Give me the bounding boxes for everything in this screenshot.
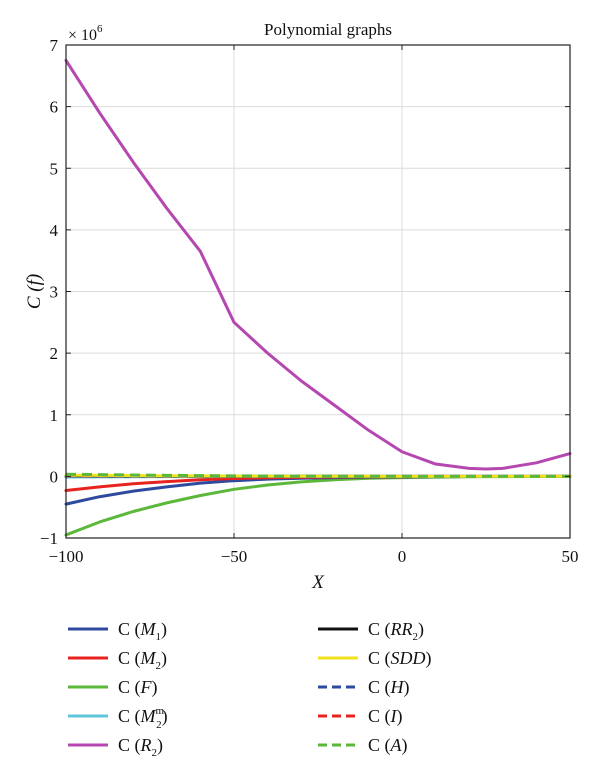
series-line-SDD — [64, 473, 572, 478]
legend-main: H — [390, 677, 405, 697]
series-line-R2 — [64, 58, 572, 471]
legend-main: I — [390, 706, 398, 726]
legend-prefix: C ( — [368, 677, 391, 698]
legend-label: C (M1) — [118, 619, 167, 643]
legend-suffix: ) — [426, 648, 432, 669]
y-tick-label: −1 — [40, 529, 58, 548]
x-axis-label: X — [311, 572, 325, 593]
legend-item-H: C (H) — [318, 677, 410, 698]
legend-prefix: C ( — [368, 706, 391, 727]
x-tick-label: 0 — [398, 547, 407, 566]
legend-suffix: ) — [161, 619, 167, 640]
legend-sup: m — [156, 705, 165, 717]
series-lines — [64, 58, 572, 537]
y-tick-label: 7 — [50, 36, 59, 55]
y-tick-label: 6 — [50, 98, 59, 117]
legend: C (M1)C (M2)C (F)C (Mm 2)C (R2)C (RR2)C (… — [68, 619, 432, 759]
legend-main: M — [140, 706, 157, 726]
legend-sub: 2 — [413, 631, 419, 643]
legend-item-F: C (F) — [68, 677, 158, 698]
legend-item-M1: C (M1) — [68, 619, 167, 643]
legend-sub: 1 — [156, 631, 162, 643]
y-axis-label: C (f) — [24, 274, 45, 309]
y-tick-label: 0 — [50, 467, 59, 486]
legend-item-R2: C (R2) — [68, 735, 163, 759]
y-multiplier-base: × 10 — [68, 27, 97, 44]
legend-suffix: ) — [397, 706, 403, 727]
legend-item-M2m: C (Mm 2) — [68, 705, 168, 731]
legend-prefix: C ( — [118, 706, 141, 727]
legend-prefix: C ( — [368, 648, 391, 669]
axis-ticks: −100 −50 0 50 −1 0 1 2 3 4 5 6 7 — [40, 36, 579, 566]
legend-suffix: ) — [418, 619, 424, 640]
y-multiplier-exponent: 6 — [97, 23, 103, 35]
legend-suffix: ) — [404, 677, 410, 698]
legend-sub: 2 — [156, 660, 162, 672]
legend-prefix: C ( — [118, 648, 141, 669]
x-tick-label: −100 — [48, 547, 83, 566]
y-tick-label: 3 — [50, 283, 59, 302]
legend-prefix: C ( — [368, 735, 391, 756]
chart-title: Polynomial graphs — [264, 20, 392, 39]
legend-item-A: C (A) — [318, 735, 408, 756]
legend-item-M2: C (M2) — [68, 648, 167, 672]
legend-suffix: ) — [157, 735, 163, 756]
legend-label: C (R2) — [118, 735, 163, 759]
legend-item-SDD: C (SDD) — [318, 648, 432, 669]
legend-label: C (I) — [368, 706, 403, 727]
legend-main: M — [140, 619, 157, 639]
legend-suffix: ) — [161, 648, 167, 669]
legend-prefix: C ( — [368, 619, 391, 640]
series-line-A — [65, 472, 570, 478]
legend-prefix: C ( — [118, 619, 141, 640]
legend-item-I: C (I) — [318, 706, 403, 727]
y-tick-label: 2 — [50, 344, 59, 363]
legend-label: C (RR2) — [368, 619, 424, 643]
legend-main: R — [140, 735, 152, 755]
x-tick-label: −50 — [221, 547, 248, 566]
y-tick-label: 5 — [50, 159, 59, 178]
legend-label: C (Mm 2) — [118, 705, 168, 731]
legend-prefix: C ( — [118, 735, 141, 756]
legend-sub: 2 — [156, 719, 162, 731]
y-tick-label: 1 — [50, 406, 59, 425]
legend-main: F — [140, 677, 153, 697]
legend-item-RR2: C (RR2) — [318, 619, 424, 643]
legend-sub: 2 — [152, 747, 158, 759]
legend-label: C (F) — [118, 677, 158, 698]
legend-suffix: ) — [402, 735, 408, 756]
legend-main: M — [140, 648, 157, 668]
y-tick-label: 4 — [50, 221, 59, 240]
legend-label: C (A) — [368, 735, 408, 756]
legend-main: RR — [390, 619, 413, 639]
legend-label: C (SDD) — [368, 648, 432, 669]
legend-label: C (M2) — [118, 648, 167, 672]
legend-suffix: ) — [152, 677, 158, 698]
legend-main: SDD — [391, 648, 426, 668]
legend-main: A — [390, 735, 403, 755]
x-tick-label: 50 — [562, 547, 579, 566]
y-multiplier-label: × 106 — [68, 23, 103, 44]
legend-suffix: ) — [162, 706, 168, 727]
legend-prefix: C ( — [118, 677, 141, 698]
legend-label: C (H) — [368, 677, 410, 698]
